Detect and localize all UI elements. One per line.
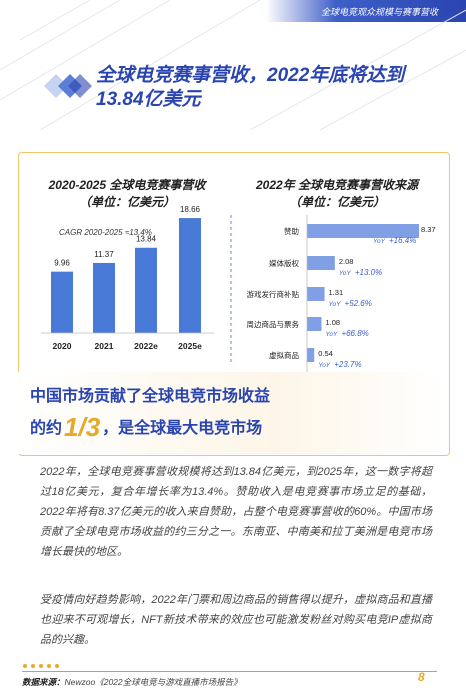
- yoy-label: YoY: [339, 270, 352, 277]
- footer-dots: [23, 664, 59, 668]
- x-tick-label: 2022e: [134, 341, 158, 351]
- growth-label: +13.0%: [355, 268, 382, 277]
- growth-label: +66.8%: [341, 329, 368, 338]
- paragraph-1: 2022年，全球电竞赛事营收规模将达到13.84亿美元，到2025年，这一数字将…: [40, 466, 432, 558]
- hbar-value-label: 2.08: [339, 257, 354, 266]
- left-chart-title: 2020-2025 全球电竞赛事营收 （单位：亿美元）: [27, 177, 227, 211]
- yoy-label: YoY: [373, 238, 386, 245]
- right-chart-title-line2: （单位：亿美元）: [288, 195, 385, 209]
- bar-2025e: [179, 218, 201, 333]
- page-title-line1: 全球电竞赛事营收，2022年底将达到: [96, 65, 405, 86]
- hbar-value-label: 0.54: [318, 349, 333, 358]
- category-label: 媒体版权: [269, 258, 299, 268]
- category-label: 赞助: [284, 226, 299, 236]
- bar-value-label: 18.66: [180, 205, 201, 214]
- section-label: 全球电竞观众规模与赛事营收: [320, 7, 438, 17]
- source-note: 数据来源：Newzoo《2022全球电竞与游戏直播市场报告》: [22, 676, 242, 688]
- x-tick-label: 2025e: [178, 341, 202, 351]
- revenue-bar-chart: CAGR 2020-2025 ≈13.4% 9.96 2020 11.37 2021 13…: [41, 205, 214, 351]
- decorative-lines: [0, 0, 466, 130]
- bar-2020: [51, 271, 73, 333]
- growth-label: +52.6%: [345, 299, 372, 308]
- growth-label: +16.4%: [389, 236, 416, 245]
- diamond-icon: [44, 74, 92, 98]
- source-text: Newzoo《2022全球电竞与游戏直播市场报告》: [64, 677, 242, 687]
- header-strip: 全球电竞观众规模与赛事营收: [0, 0, 466, 22]
- source-label: 数据来源：: [22, 677, 65, 687]
- header-gradient: [266, 0, 466, 22]
- hbar-value-label: 8.37: [421, 225, 436, 234]
- category-label: 虚拟商品: [269, 350, 299, 360]
- conclusion-prefix: 的约: [30, 420, 63, 437]
- category-label: 游戏发行商补贴: [247, 289, 300, 299]
- page-title: 全球电竞赛事营收，2022年底将达到 13.84亿美元: [96, 64, 456, 112]
- conclusion-fraction: 1/3: [64, 412, 101, 442]
- yoy-label: YoY: [329, 301, 342, 308]
- cagr-annotation: CAGR 2020-2025 ≈13.4%: [59, 228, 152, 237]
- conclusion-line1: 中国市场贡献了全球电竞市场收益: [30, 388, 271, 405]
- right-chart-title-line1: 2022年 全球电竞赛事营收来源: [255, 178, 419, 192]
- hbar-value-label: 1.08: [325, 318, 340, 327]
- hbar-3: [307, 317, 322, 331]
- bar-value-label: 11.37: [94, 250, 114, 259]
- hbar-value-label: 1.31: [329, 288, 344, 297]
- bar-2022e: [135, 247, 157, 333]
- x-tick-label: 2020: [53, 341, 72, 351]
- hbar-4: [307, 348, 315, 362]
- footer-divider: [22, 671, 437, 672]
- page-number: 8: [418, 670, 425, 684]
- conclusion-suffix: ，是全球最大电竞市场: [102, 420, 263, 437]
- page-title-line2: 13.84亿美元: [96, 89, 201, 110]
- hbar-1: [307, 256, 335, 270]
- hbar-2: [307, 287, 325, 301]
- category-label: 周边商品与票务: [247, 319, 300, 329]
- bar-value-label: 13.84: [136, 235, 157, 244]
- left-chart-title-line2: （单位：亿美元）: [78, 195, 175, 209]
- bar-value-label: 9.96: [54, 259, 70, 268]
- conclusion-band: 中国市场贡献了全球电竞市场收益 的约1/3 ，是全球最大电竞市场: [18, 372, 448, 454]
- paragraph-2: 受疫情向好趋势影响，2022年门票和周边商品的销售得以提升，虚拟商品和直播也迎来…: [40, 594, 432, 646]
- conclusion-line2: 的约1/3 ，是全球最大电竞市场: [30, 412, 262, 443]
- yoy-label: YoY: [318, 362, 331, 369]
- yoy-label: YoY: [325, 331, 338, 338]
- hbar-0: [307, 224, 419, 238]
- right-chart-title: 2022年 全球电竞赛事营收来源 （单位：亿美元）: [231, 177, 443, 211]
- left-chart-title-line1: 2020-2025 全球电竞赛事营收: [48, 178, 206, 192]
- x-tick-label: 2021: [95, 341, 114, 351]
- bar-2021: [93, 262, 115, 333]
- growth-label: +23.7%: [334, 360, 361, 369]
